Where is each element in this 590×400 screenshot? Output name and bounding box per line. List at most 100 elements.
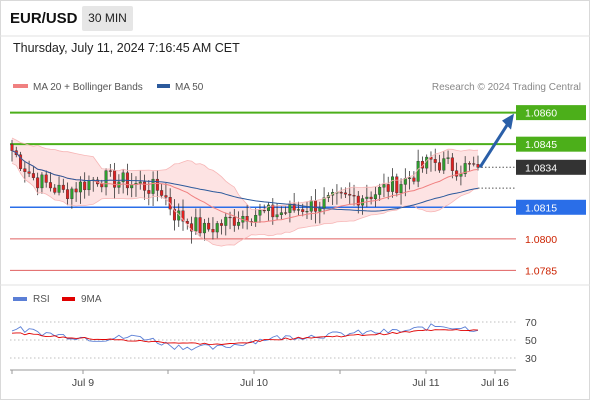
candle: [202, 218, 206, 241]
level-lines: [10, 111, 516, 271]
candle: [219, 219, 223, 235]
candle-body: [288, 203, 292, 213]
candle-body: [219, 223, 223, 226]
candle: [19, 151, 23, 172]
candle: [40, 172, 44, 194]
candle: [284, 206, 288, 216]
candle: [399, 178, 403, 205]
candle: [143, 174, 147, 200]
candle: [433, 148, 437, 172]
candle-body: [258, 209, 262, 216]
bollinger-band-fill: [12, 138, 478, 247]
x-axis-label: Jul 10: [240, 377, 268, 389]
candle: [151, 171, 155, 207]
candle: [121, 169, 125, 194]
rsi-line: [11, 323, 479, 351]
candle: [108, 163, 112, 177]
resistance-label: 1.0860: [525, 108, 557, 120]
ma9-legend-label: 9MA: [81, 294, 102, 305]
candle: [356, 191, 360, 214]
pivot-label: 1.0815: [525, 202, 557, 214]
candle: [412, 171, 416, 185]
forecast-arrow-head: [502, 113, 514, 130]
bollinger-legend-label: MA 20 + Bollinger Bands: [33, 82, 143, 93]
rsi-tick-label: 70: [525, 317, 537, 329]
candle: [365, 184, 369, 208]
candle: [348, 182, 352, 204]
candle-body: [23, 168, 27, 172]
candle-body: [284, 212, 288, 214]
candle-body: [74, 188, 78, 193]
pivot-tag-bg: [516, 199, 586, 215]
candle-body: [267, 204, 271, 212]
candle: [463, 156, 467, 177]
chart-timestamp: Thursday, July 11, 2024 7:16:45 AM CET: [13, 41, 240, 55]
pivot-tag: 1.0815: [516, 199, 586, 215]
candle-body: [450, 157, 454, 171]
timeframe-badge[interactable]: 30 MIN: [82, 6, 133, 31]
candle-body: [237, 221, 241, 226]
candle-body: [44, 174, 48, 183]
candle-body: [314, 200, 318, 212]
candle-body: [369, 196, 373, 200]
candle: [138, 170, 142, 190]
candle: [194, 208, 198, 235]
bollinger-legend-swatch: [13, 84, 28, 88]
candle-body: [198, 217, 202, 234]
bollinger-upper: [11, 137, 479, 211]
candle-body: [322, 197, 326, 209]
candle: [296, 201, 300, 216]
candle: [164, 183, 168, 206]
candle-body: [467, 163, 471, 165]
candle-body: [296, 209, 300, 211]
candle: [339, 187, 343, 199]
candle-body: [151, 178, 155, 194]
support-label: 1.0785: [525, 265, 557, 277]
candle-body: [455, 170, 459, 177]
x-axis-label: Jul 9: [72, 377, 94, 389]
candle-body: [83, 181, 87, 191]
candle-body: [301, 209, 305, 212]
candle: [61, 178, 65, 193]
candle-body: [271, 204, 275, 218]
candle: [352, 184, 356, 206]
candle-body: [425, 156, 429, 169]
candle-body: [292, 203, 296, 211]
candle-body: [416, 160, 420, 182]
candle: [438, 154, 442, 173]
candle-body: [408, 177, 412, 179]
candle: [181, 199, 185, 231]
candle: [211, 217, 215, 240]
candle-body: [446, 157, 450, 159]
candle: [258, 203, 262, 223]
candle: [215, 220, 219, 239]
candle-body: [228, 216, 232, 219]
current-price-tag: 1.0834: [516, 159, 586, 175]
rsi-panel: 70 50 30: [10, 317, 537, 365]
candle-body: [143, 181, 147, 191]
candle: [386, 176, 390, 200]
candle-body: [87, 180, 91, 191]
candle-body: [412, 177, 416, 182]
candle: [83, 172, 87, 199]
x-axis-label: Jul 11: [412, 377, 439, 389]
candle: [66, 182, 70, 206]
level-labels: 1.0860 1.0845 1.0834 1.0815 1.0800 1.0785: [516, 105, 586, 277]
candle-body: [100, 183, 104, 188]
candle: [160, 183, 164, 199]
research-credit: Research © 2024 Trading Central: [432, 82, 581, 93]
candle: [207, 217, 211, 232]
candle: [373, 186, 377, 207]
candle: [237, 211, 241, 230]
candle-body: [472, 163, 476, 165]
forecast-arrow: [478, 113, 514, 169]
candle-body: [40, 174, 44, 189]
candle-body: [305, 211, 309, 213]
candle-body: [113, 170, 117, 188]
candle: [408, 171, 412, 190]
candle-body: [190, 223, 194, 232]
ma9-legend-swatch: [62, 297, 75, 301]
current-price-label: 1.0834: [525, 162, 557, 174]
candle: [44, 170, 48, 188]
candle-body: [215, 223, 219, 233]
